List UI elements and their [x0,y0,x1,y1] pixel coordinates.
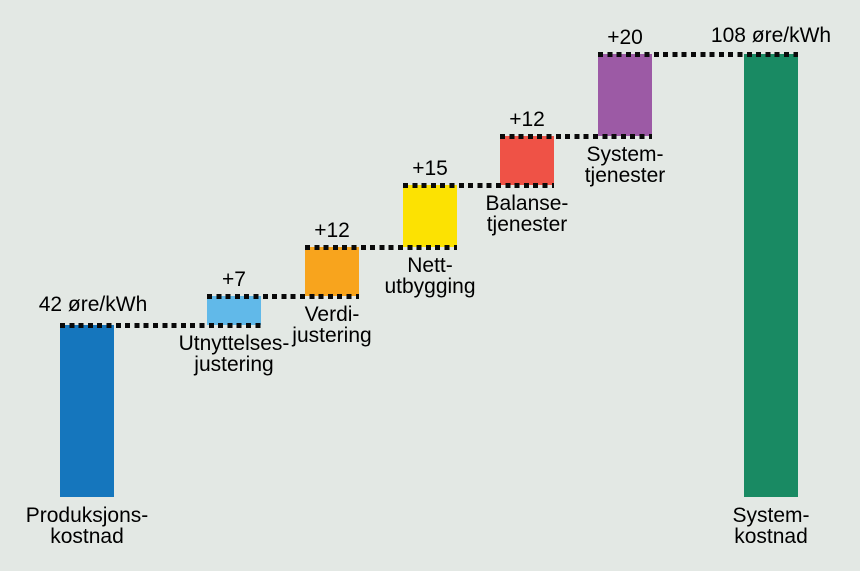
dotted-connector-6 [598,52,798,58]
value-label-systemkostnad: 108 øre/kWh [710,24,832,48]
dotted-connector-4 [403,183,554,189]
bar-label-systemtjenester: System- tjenester [584,143,666,188]
bar-systemkostnad [744,54,798,497]
bar-label-verdijustering: Verdi- justering [292,303,372,348]
bar-label-systemkostnad: System- kostnad [732,504,810,548]
dotted-connector-3 [305,244,457,250]
bar-label-produksjonskostnad: Produksjons- kostnad [25,504,149,548]
delta-label-utnyttelsesjustering: +7 [222,268,246,292]
bar-produksjonskostnad [60,324,114,497]
bar-verdijustering [305,246,359,297]
value-label-produksjonskostnad: 42 øre/kWh [38,292,148,316]
delta-label-systemtjenester: +20 [607,26,643,50]
delta-label-balansetjenester: +12 [509,108,545,132]
bar-nettutbygging [403,185,457,247]
bar-label-nettutbygging: Nett- utbygging [384,253,476,298]
dotted-connector-2 [207,294,359,300]
delta-label-nettutbygging: +15 [412,157,448,181]
bar-label-balansetjenester: Balanse- tjenester [485,192,569,237]
bar-label-utnyttelsesjustering: Utnyttelses- justering [178,331,290,376]
bar-systemtjenester [598,54,652,137]
bar-balansetjenester [500,136,554,186]
delta-label-verdijustering: +12 [314,218,350,242]
dotted-connector-5 [500,134,652,140]
dotted-connector-1 [60,322,261,328]
bar-utnyttelsesjustering [207,296,261,325]
